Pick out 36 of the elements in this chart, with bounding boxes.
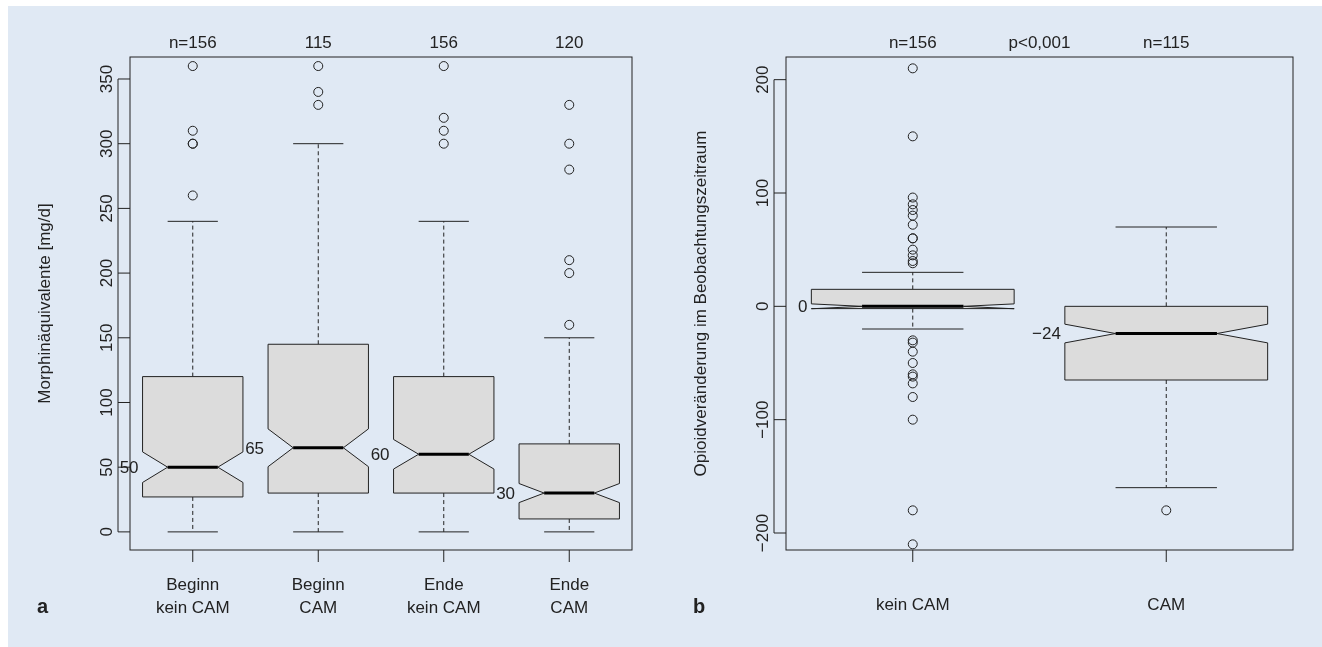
- y-tick-label: 50: [97, 457, 116, 477]
- x-tick-label: CAM: [1147, 595, 1186, 614]
- text: p<0,001: [1008, 33, 1071, 52]
- y-tick-label: 150: [97, 323, 116, 352]
- text: a: [37, 595, 49, 617]
- x-tick-label: kein CAM: [875, 595, 950, 614]
- y-axis-title: Morphinäquivalente [mg/d]: [35, 203, 54, 404]
- text: n=156: [168, 33, 217, 52]
- y-tick-label: 300: [97, 129, 116, 158]
- text: 65: [245, 438, 265, 458]
- text: −24: [1032, 324, 1061, 344]
- text: n=115: [1143, 33, 1190, 52]
- y-tick-label: 100: [97, 388, 116, 417]
- y-tick-label: −200: [753, 513, 772, 553]
- text: 30: [496, 484, 516, 504]
- text: 50: [119, 458, 139, 478]
- y-tick-label: 0: [97, 527, 116, 537]
- text: 120: [555, 33, 584, 52]
- text: b: [693, 595, 706, 617]
- x-tick-label: Ende CAM: [549, 575, 590, 617]
- y-tick-label: 200: [753, 65, 772, 94]
- text: 115: [304, 33, 332, 52]
- y-axis-title: Opioidveränderung im Beobachtungszeitraum: [691, 130, 710, 477]
- y-tick-label: 350: [97, 64, 116, 94]
- y-tick-label: 250: [97, 194, 116, 223]
- y-tick-label: 100: [753, 178, 772, 208]
- y-tick-label: 200: [97, 258, 116, 288]
- text: 0: [797, 297, 808, 317]
- text: 60: [370, 445, 390, 465]
- x-tick-label: Ende kein CAM: [406, 575, 481, 617]
- x-tick-label: Beginn CAM: [291, 575, 345, 617]
- y-tick-label: −100: [753, 400, 772, 439]
- text: n=156: [888, 33, 937, 52]
- y-tick-label: 0: [753, 301, 772, 312]
- x-tick-label: Beginn kein CAM: [155, 575, 230, 617]
- text: 156: [429, 33, 458, 52]
